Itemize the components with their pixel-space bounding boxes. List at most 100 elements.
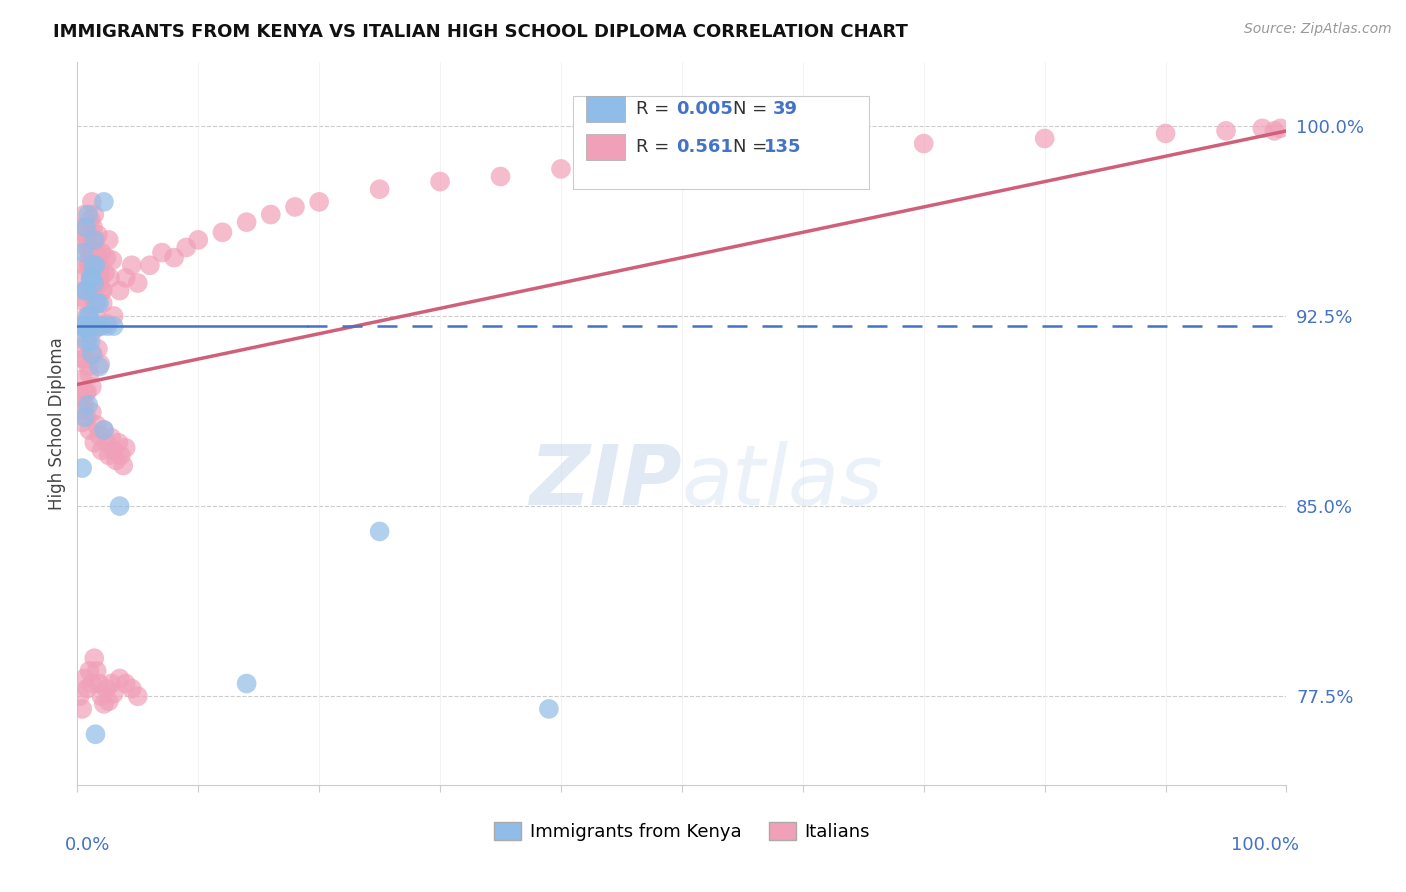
Point (97, 449, 120, 463)
Point (90, 319, 112, 334)
Point (87, 263, 110, 277)
Text: atlas: atlas (682, 441, 883, 522)
Point (86, 296, 108, 310)
FancyBboxPatch shape (586, 95, 626, 121)
Point (77, 309, 100, 323)
Point (73, 352, 96, 367)
Text: 0.005: 0.005 (676, 100, 733, 118)
Point (90, 690, 112, 704)
Point (70, 319, 93, 334)
Point (235, 215, 257, 229)
Text: 0.561: 0.561 (676, 138, 733, 156)
Point (83, 233, 105, 247)
Point (76, 220, 98, 235)
Point (75, 384, 97, 399)
Point (86, 417, 108, 432)
Point (87, 428, 110, 442)
Point (103, 309, 125, 323)
Point (83, 258, 105, 272)
Point (83, 276, 105, 290)
Point (93, 697, 115, 711)
Point (80, 380, 103, 394)
Point (76, 384, 98, 399)
Point (84, 321, 107, 335)
Point (187, 233, 209, 247)
Point (96, 681, 118, 696)
Point (73, 284, 96, 298)
Point (89, 271, 111, 285)
Point (79, 258, 101, 272)
Point (96, 251, 118, 265)
Point (1251, 121, 1274, 136)
Point (550, 161, 572, 176)
Point (79, 212, 101, 227)
Point (87, 359, 110, 374)
Text: 100.0%: 100.0% (1230, 836, 1299, 854)
Point (91, 284, 114, 298)
Point (75, 220, 97, 235)
Point (100, 431, 122, 445)
Point (89, 357, 111, 371)
Point (86, 251, 108, 265)
Point (79, 309, 101, 323)
Point (72, 402, 94, 417)
Point (82, 347, 104, 361)
Point (70, 461, 93, 475)
Point (87, 263, 110, 277)
Point (96, 435, 118, 450)
Point (70, 271, 93, 285)
Point (73, 208, 96, 222)
Point (75, 334, 97, 349)
Point (76, 410, 98, 425)
Point (72, 319, 94, 334)
Point (211, 225, 233, 239)
Point (103, 319, 125, 334)
Point (368, 524, 391, 539)
Point (79, 271, 101, 285)
Point (1270, 121, 1292, 136)
Point (87, 258, 110, 272)
Point (77, 233, 100, 247)
Point (1154, 127, 1177, 141)
Text: N =: N = (733, 100, 773, 118)
Point (96, 319, 118, 334)
Point (610, 157, 633, 171)
Point (80, 284, 103, 298)
Point (90, 284, 112, 298)
Point (82, 319, 104, 334)
Point (87, 676, 110, 690)
Point (80, 271, 103, 285)
Point (73, 398, 96, 412)
Y-axis label: High School Diploma: High School Diploma (48, 337, 66, 510)
Point (114, 676, 136, 690)
Point (79, 245, 101, 260)
FancyBboxPatch shape (574, 96, 869, 189)
Point (1215, 124, 1237, 138)
Point (1033, 131, 1056, 145)
Point (73, 284, 96, 298)
Point (70, 372, 93, 386)
FancyBboxPatch shape (586, 134, 626, 160)
Point (70, 416, 93, 430)
Point (70, 342, 93, 356)
Point (84, 309, 107, 323)
Point (103, 687, 125, 701)
Point (108, 672, 131, 686)
Point (87, 296, 110, 310)
Legend: Immigrants from Kenya, Italians: Immigrants from Kenya, Italians (486, 814, 877, 848)
Point (79, 326, 101, 341)
Point (72, 245, 94, 260)
Point (537, 702, 560, 716)
Point (84, 245, 107, 260)
Point (77, 321, 100, 335)
Point (73, 410, 96, 425)
Point (83, 435, 105, 450)
Point (101, 253, 124, 268)
Point (308, 194, 330, 209)
Text: Source: ZipAtlas.com: Source: ZipAtlas.com (1244, 22, 1392, 37)
Point (80, 194, 103, 209)
Point (912, 136, 935, 151)
Point (79, 271, 101, 285)
Point (84, 233, 107, 247)
Point (98, 271, 121, 285)
